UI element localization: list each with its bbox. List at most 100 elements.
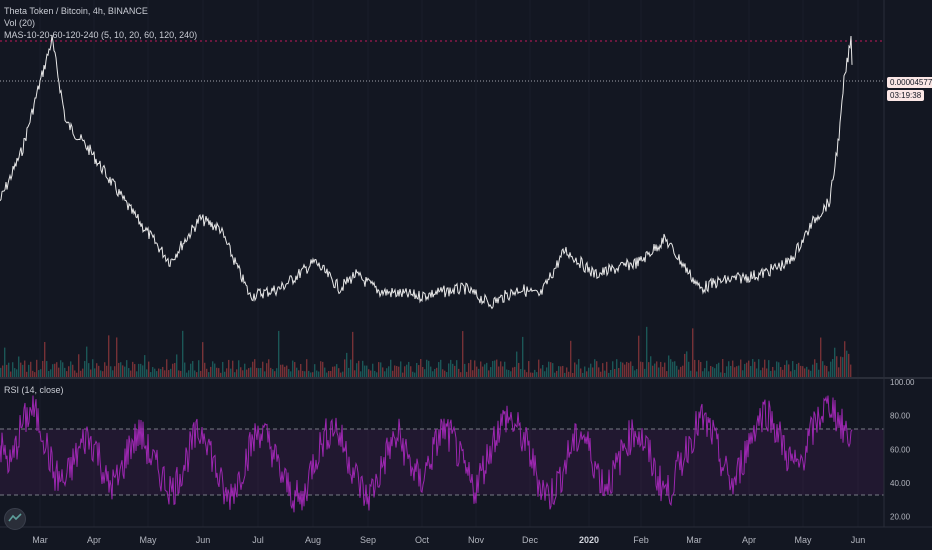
volume-bar — [110, 366, 112, 377]
time-axis-label: May — [794, 535, 812, 545]
volume-bar — [216, 367, 218, 377]
time-axis[interactable]: Mar Apr May Jun Jul Aug Sep Oct Nov Dec 2020 Feb Mar… — [32, 535, 865, 545]
volume-bar — [384, 371, 386, 377]
volume-bar — [2, 365, 4, 377]
time-axis-label: Mar — [686, 535, 702, 545]
volume-bar — [316, 370, 318, 377]
volume-bar — [778, 362, 780, 377]
volume-bar — [818, 369, 820, 377]
volume-bar — [766, 368, 768, 377]
volume-bar — [680, 366, 682, 377]
volume-bar — [412, 371, 414, 377]
volume-bar — [468, 363, 470, 377]
volume-bar — [160, 369, 162, 377]
volume-bar — [298, 370, 300, 377]
volume-bar — [782, 369, 784, 377]
volume-bar — [334, 366, 336, 377]
volume-bar — [590, 363, 592, 377]
volume-bar — [324, 367, 326, 377]
volume-bar — [606, 361, 608, 377]
volume-bar — [662, 366, 664, 377]
rsi-axis-label: 80.00 — [890, 412, 911, 421]
volume-bar — [668, 355, 670, 377]
volume-bar — [64, 367, 66, 377]
volume-bar — [10, 371, 12, 377]
volume-bar — [332, 366, 334, 377]
volume-bar — [178, 370, 180, 377]
volume-bar — [164, 370, 166, 377]
volume-bar — [356, 363, 358, 377]
volume-bar — [142, 365, 144, 377]
volume-bar — [402, 372, 404, 377]
volume-bar — [362, 360, 364, 377]
volume-bar — [708, 371, 710, 377]
volume-bar — [548, 361, 550, 377]
volume-bar — [36, 359, 38, 377]
volume-bar — [524, 369, 526, 377]
volume-bar — [586, 371, 588, 377]
volume-legend[interactable]: Vol (20) — [4, 18, 36, 28]
volume-bar — [686, 351, 688, 377]
volume-bar — [656, 361, 658, 377]
rsi-axis-label: 20.00 — [890, 513, 911, 522]
volume-bar — [676, 365, 678, 377]
volume-bar — [238, 360, 240, 377]
volume-bar — [476, 366, 478, 377]
volume-bar — [14, 368, 16, 377]
volume-bar — [226, 368, 228, 377]
volume-bar — [804, 368, 806, 377]
volume-bar — [256, 367, 258, 377]
volume-bar — [660, 361, 662, 377]
volume-bar — [428, 360, 430, 377]
volume-bar — [732, 360, 734, 377]
volume-bar — [258, 368, 260, 377]
volume-bar — [410, 366, 412, 377]
volume-bar — [268, 359, 270, 377]
volume-bar — [386, 368, 388, 377]
volume-bar — [376, 372, 378, 377]
volume-bar — [464, 363, 466, 377]
volume-bar — [720, 372, 722, 377]
symbol-legend[interactable]: Theta Token / Bitcoin, 4h, BINANCE — [4, 6, 148, 16]
volume-bar — [566, 367, 568, 377]
time-axis-label: Apr — [742, 535, 756, 545]
volume-bar — [46, 361, 48, 377]
volume-bar — [554, 372, 556, 377]
ma-legend[interactable]: MAS-10-20-60-120-240 (5, 10, 20, 60, 120… — [4, 30, 198, 40]
volume-bar — [152, 367, 154, 377]
volume-bar — [84, 361, 86, 377]
volume-bar — [218, 368, 220, 377]
volume-bar — [820, 337, 822, 377]
volume-bar — [828, 371, 830, 377]
volume-bar — [112, 370, 114, 377]
volume-bar — [444, 370, 446, 377]
volume-bar — [598, 367, 600, 377]
rsi-legend[interactable]: RSI (14, close) — [4, 385, 64, 395]
volume-bar — [452, 363, 454, 377]
time-axis-label: Aug — [305, 535, 321, 545]
volume-bar — [558, 366, 560, 377]
volume-bar — [546, 367, 548, 377]
rsi-axis-label: 60.00 — [890, 445, 911, 454]
volume-bar — [16, 369, 18, 377]
volume-bar — [612, 361, 614, 377]
volume-bar — [150, 372, 152, 377]
volume-bar — [244, 363, 246, 377]
volume-bar — [44, 341, 46, 377]
volume-bar — [180, 370, 182, 377]
tradingview-logo-icon[interactable] — [4, 508, 26, 530]
volume-bar — [622, 362, 624, 377]
volume-bar — [690, 370, 692, 377]
volume-bar — [344, 359, 346, 377]
volume-bar — [750, 366, 752, 377]
volume-bar — [774, 370, 776, 377]
volume-bar — [310, 372, 312, 377]
volume-bar — [382, 367, 384, 377]
volume-bar — [638, 335, 640, 377]
volume-bar — [702, 371, 704, 377]
volume-bar — [664, 362, 666, 377]
volume-bar — [328, 370, 330, 377]
volume-bar — [644, 368, 646, 377]
volume-bar — [88, 363, 90, 377]
